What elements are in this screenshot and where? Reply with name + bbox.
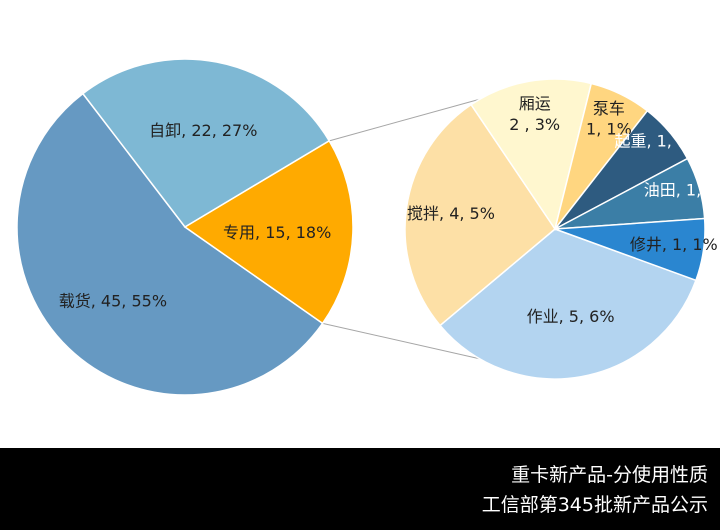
footer-banner: 重卡新产品-分使用性质 工信部第345批新产品公示 [0,448,720,530]
connector-line-top [329,98,481,142]
secondary-label-1: 搅拌, 4, 5% [407,204,495,223]
main-label-1: 自卸, 22, 27% [149,121,257,140]
secondary-label-3: 泵车 1, 1% [586,98,632,138]
secondary-slice-1 [404,103,556,327]
main-slice-1 [81,58,331,228]
main-label-2: 专用, 15, 18% [223,223,331,242]
secondary-label-0: 作业, 5, 6% [527,307,615,326]
main-pie: 载货, 45, 55% 自卸, 22, 27% 专用, 15, 18% [16,58,354,396]
footer-title: 重卡新产品-分使用性质 [511,464,708,486]
secondary-slice-2 [470,78,593,231]
main-label-0: 载货, 45, 55% [59,292,167,311]
secondary-label-6: 修井, 1, 1% [630,235,718,254]
secondary-label-4: 起重, 1, 1% [614,132,702,151]
secondary-label-5: 油田, 1, 1% [644,181,720,200]
secondary-label-2: 厢运 2 , 3% [509,94,560,134]
main-slice-0 [16,92,324,396]
connector-line-bottom [322,322,481,360]
footer-subtitle: 工信部第345批新产品公示 [481,494,708,516]
secondary-pie: 作业, 5, 6% 搅拌, 4, 5% 厢运 2 , 3% 泵车 1, 1%起重, 1, … [404,78,720,380]
secondary-slice-6 [554,217,706,282]
secondary-slice-0 [439,228,697,380]
connector-lines [322,98,481,360]
pie-of-pie-chart: 载货, 45, 55% 自卸, 22, 27% 专用, 15, 18% 作业, 5,… [16,58,720,396]
main-slice-2 [183,139,354,325]
